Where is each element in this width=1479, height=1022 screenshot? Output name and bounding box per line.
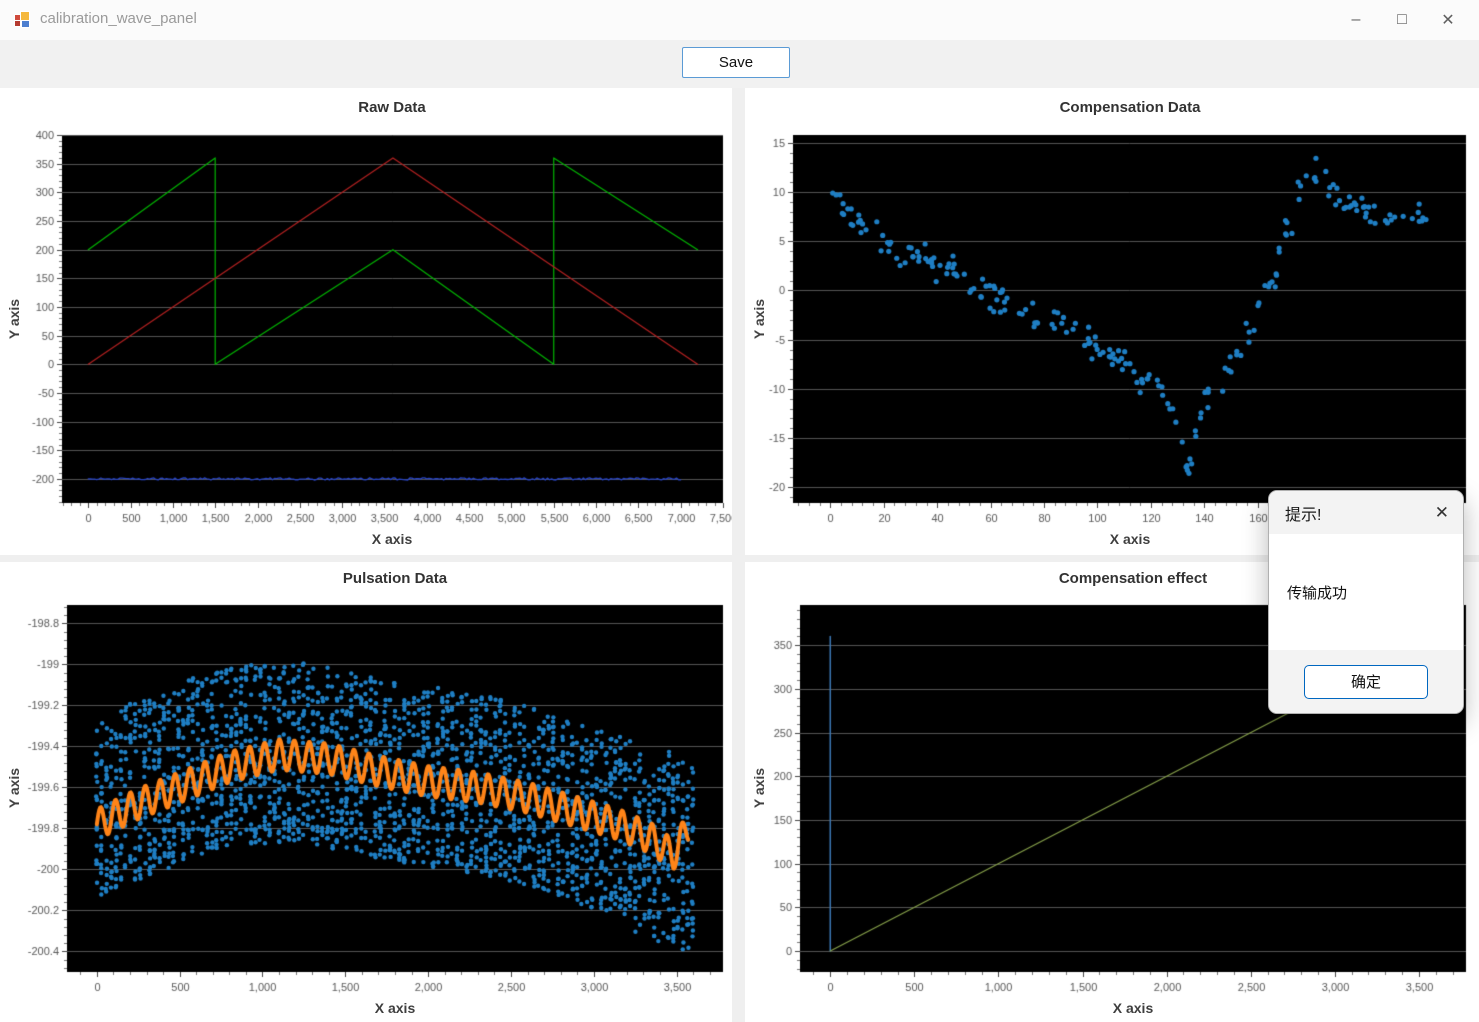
raw-data-y-axis-label: Y axis [6,298,22,340]
toolbar: Save [0,40,1479,88]
close-button[interactable]: ✕ [1441,12,1455,29]
compensation-data-y-axis-label: Y axis [751,298,767,340]
pulsation-data-y-axis-label: Y axis [6,767,22,809]
dialog-ok-button[interactable]: 确定 [1304,664,1428,699]
compensation-data-x-axis-label: X axis [1109,531,1151,547]
compensation-data-chart-canvas [745,88,1479,555]
panel-compensation-data: Compensation Data X axis Y axis [745,88,1479,555]
raw-data-title: Raw Data [358,99,426,116]
raw-data-chart-canvas [0,88,732,555]
compensation-data-title: Compensation Data [1059,99,1201,116]
panel-pulsation-data: Pulsation Data X axis Y axis [0,562,732,1022]
maximize-button[interactable]: □ [1397,11,1407,28]
dialog-close-icon[interactable]: ✕ [1434,502,1449,522]
window-title: calibration_wave_panel [40,10,197,27]
dialog-message: 传输成功 [1269,534,1463,650]
compensation-effect-x-axis-label: X axis [1112,1000,1154,1016]
dialog-footer: 确定 [1269,650,1463,713]
compensation-effect-y-axis-label: Y axis [751,767,767,809]
dialog-title: 提示! [1285,506,1322,524]
panel-raw-data: Raw Data X axis Y axis [0,88,732,555]
pulsation-data-x-axis-label: X axis [374,1000,416,1016]
pulsation-data-chart-canvas [0,562,732,1022]
dialog-header: 提示! ✕ [1269,491,1463,534]
compensation-effect-title: Compensation effect [1058,570,1208,587]
app-icon [14,11,31,28]
message-dialog: 提示! ✕ 传输成功 确定 [1268,490,1464,714]
raw-data-x-axis-label: X axis [371,531,413,547]
pulsation-data-title: Pulsation Data [342,570,448,587]
title-bar: calibration_wave_panel – □ ✕ [0,0,1479,40]
save-button[interactable]: Save [682,47,790,78]
minimize-button[interactable]: – [1351,11,1361,28]
